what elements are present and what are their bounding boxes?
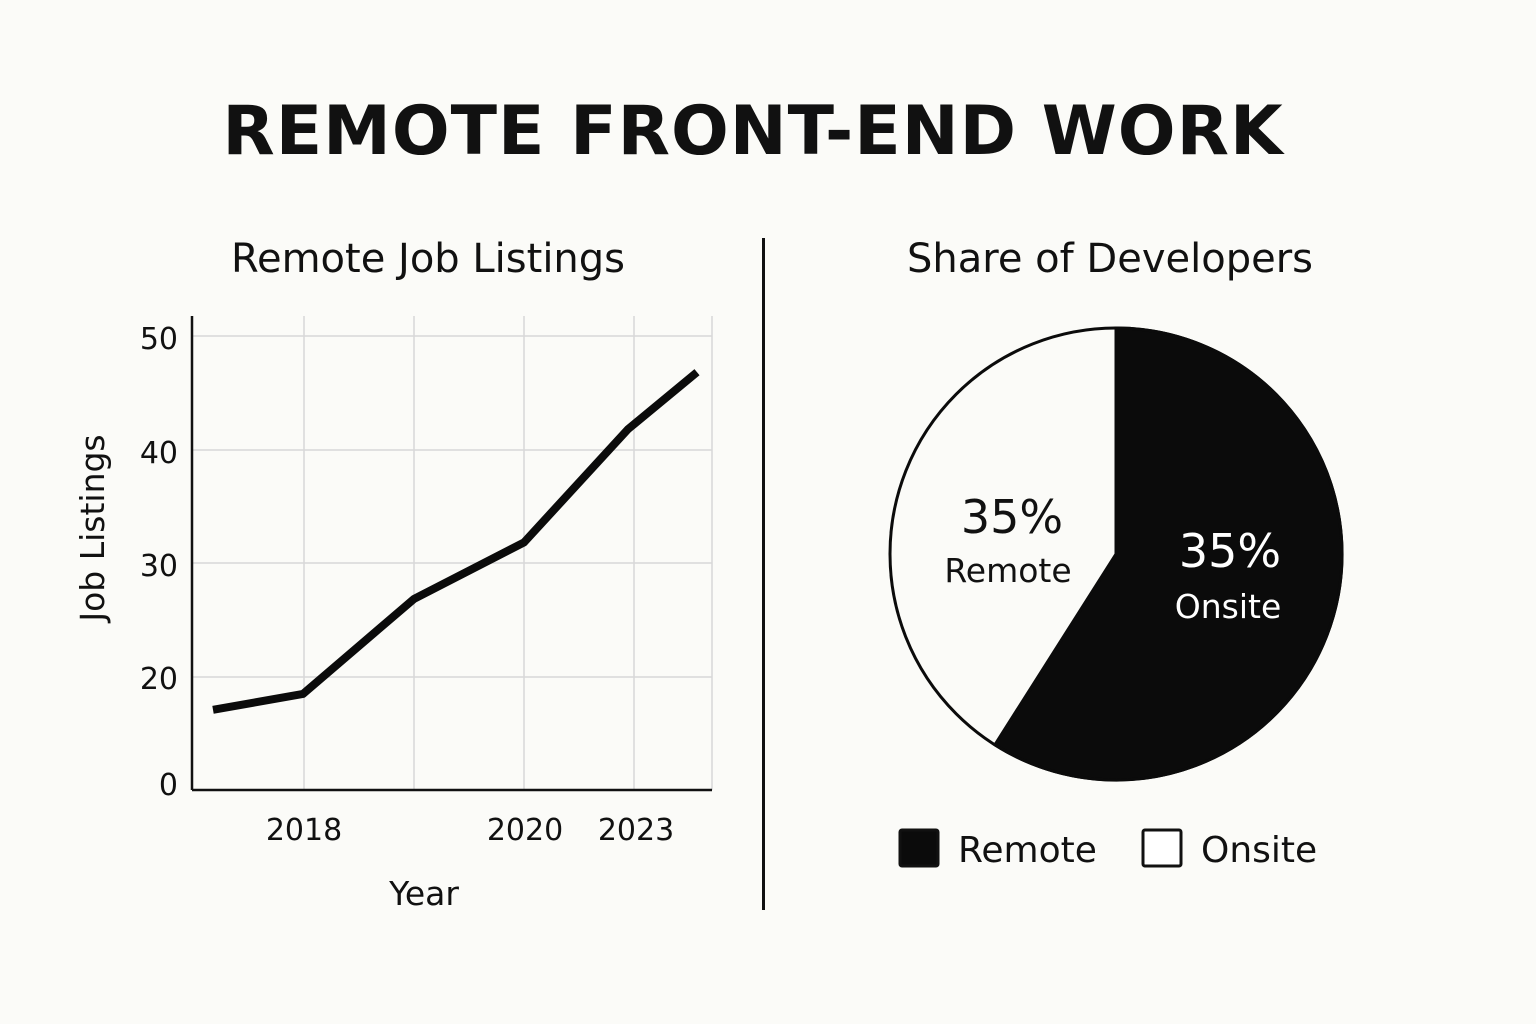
x-tick-label: 2023 xyxy=(598,813,674,848)
onsite-name-label: Onsite xyxy=(1175,587,1282,626)
line-series-group xyxy=(212,369,700,714)
pie-chart: Share of Developers 35% Remote 35% Onsite R… xyxy=(888,236,1344,871)
y-axis-ticks: 0 20 30 40 50 xyxy=(140,322,178,803)
x-axis-ticks: 2018 2020 2023 xyxy=(266,813,674,848)
line-series xyxy=(212,369,700,714)
y-tick-label: 20 xyxy=(140,662,178,697)
page-title: REMOTE FRONT-END WORK xyxy=(222,92,1284,171)
pie-chart-title: Share of Developers xyxy=(907,236,1313,282)
legend-swatch-remote xyxy=(898,828,940,868)
legend-label-onsite: Onsite xyxy=(1201,830,1317,871)
pie-slices xyxy=(888,326,1344,782)
line-chart-grid xyxy=(192,316,713,790)
legend-swatch-onsite xyxy=(1141,828,1183,868)
x-tick-label: 2018 xyxy=(266,813,342,848)
legend-label-remote: Remote xyxy=(958,830,1097,871)
x-tick-label: 2020 xyxy=(487,813,563,848)
x-axis-label: Year xyxy=(388,874,459,913)
remote-percent-label: 35% xyxy=(961,490,1063,544)
y-axis-label: Job Listings xyxy=(73,434,112,623)
pie-slice-labels: 35% Remote 35% Onsite xyxy=(944,490,1281,626)
y-tick-label: 30 xyxy=(140,549,178,584)
onsite-percent-label: 35% xyxy=(1179,524,1281,578)
pie-legend: Remote Onsite xyxy=(898,828,1317,871)
line-chart-title: Remote Job Listings xyxy=(231,236,625,282)
remote-name-label: Remote xyxy=(944,551,1071,590)
pie-slice-onsite xyxy=(992,326,1344,782)
panel-divider xyxy=(762,238,765,910)
line-chart-axes xyxy=(190,316,712,792)
y-tick-label: 50 xyxy=(140,322,178,357)
y-tick-label: 0 xyxy=(159,768,178,803)
y-tick-label: 40 xyxy=(140,436,178,471)
